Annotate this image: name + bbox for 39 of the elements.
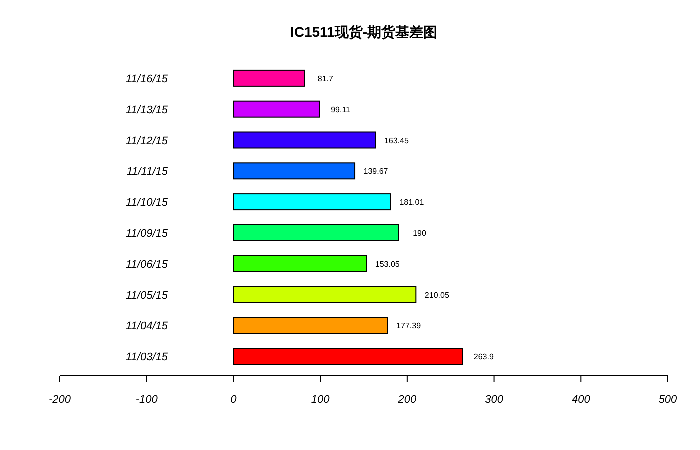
y-tick-label: 11/09/15 bbox=[126, 228, 169, 240]
x-tick-label: 400 bbox=[572, 394, 592, 406]
x-tick-label: 300 bbox=[485, 394, 504, 406]
y-tick-label: 11/05/15 bbox=[126, 290, 169, 302]
bar bbox=[233, 286, 417, 304]
bar bbox=[233, 194, 392, 211]
y-tick-label: 11/04/15 bbox=[126, 320, 169, 333]
data-label: 163.45 bbox=[384, 136, 410, 146]
bar bbox=[233, 348, 464, 366]
y-tick-label: 11/10/15 bbox=[126, 197, 169, 210]
data-label: 81.7 bbox=[318, 74, 334, 84]
chart-title: IC1511现货-期货基差图 bbox=[290, 24, 438, 40]
bar bbox=[233, 255, 368, 272]
x-tick-label: 100 bbox=[311, 394, 331, 406]
bar bbox=[233, 162, 356, 180]
bar bbox=[233, 70, 306, 87]
x-tick-label: 0 bbox=[230, 394, 238, 406]
y-tick-label: 11/11/15 bbox=[126, 166, 169, 178]
bar bbox=[233, 132, 376, 149]
bar bbox=[233, 224, 400, 242]
data-label: 210.05 bbox=[424, 290, 450, 300]
x-tick-label: 500 bbox=[658, 394, 678, 406]
y-tick-label: 11/03/15 bbox=[126, 352, 169, 364]
data-label: 99.11 bbox=[331, 105, 352, 114]
y-tick-label: 11/12/15 bbox=[126, 135, 169, 148]
y-tick-label: 11/13/15 bbox=[126, 104, 169, 116]
data-label: 177.39 bbox=[396, 322, 422, 331]
y-tick-label: 11/06/15 bbox=[126, 258, 169, 271]
x-tick-label: -200 bbox=[48, 394, 72, 406]
x-tick-label: -100 bbox=[136, 394, 159, 406]
x-tick-label: 200 bbox=[397, 394, 418, 406]
data-label: 139.67 bbox=[364, 167, 389, 176]
data-label: 181.01 bbox=[400, 198, 425, 208]
y-tick-label: 11/16/15 bbox=[126, 73, 169, 86]
bar bbox=[233, 317, 388, 334]
bar bbox=[233, 100, 320, 118]
data-label: 263.9 bbox=[474, 352, 494, 362]
data-label: 153.05 bbox=[375, 260, 400, 269]
data-label: 190 bbox=[413, 228, 427, 238]
